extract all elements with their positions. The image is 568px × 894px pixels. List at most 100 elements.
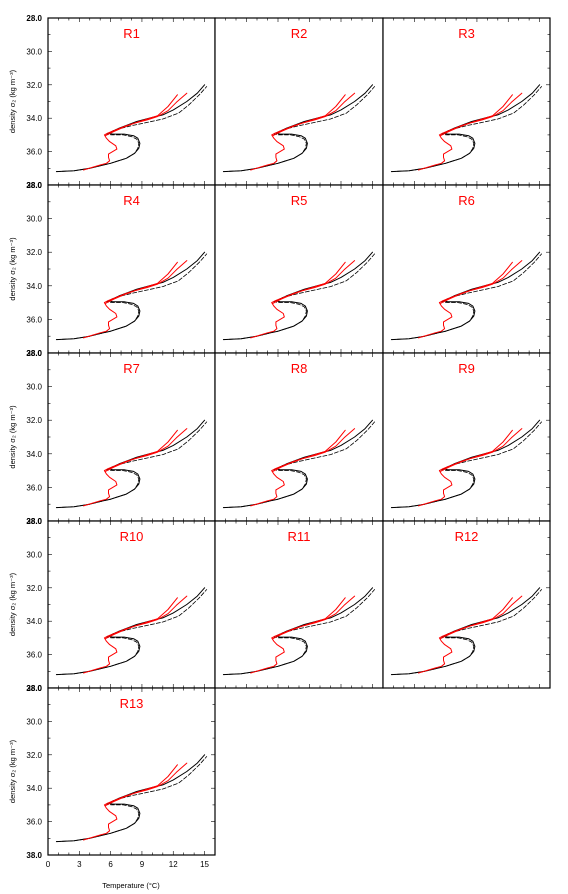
x-tick-label: 6 — [108, 860, 113, 869]
y-tick-label: 32.0 — [26, 416, 42, 425]
series-line-1 — [55, 754, 206, 843]
series-line-4 — [104, 92, 188, 137]
series-line-1 — [222, 419, 373, 509]
panel-r5: R5 — [214, 184, 384, 354]
series-line-2 — [56, 86, 208, 173]
series-line-3 — [83, 94, 178, 171]
series-line-3 — [83, 764, 178, 841]
series-line-4 — [104, 260, 188, 304]
series-line-4 — [272, 428, 356, 472]
series-line-2 — [390, 589, 542, 675]
series-line-1 — [390, 84, 541, 173]
series-line-2 — [56, 253, 208, 341]
y-tick-label: 36.0 — [26, 315, 42, 324]
panel-title: R5 — [291, 193, 308, 208]
y-axis-label: density σ₂ (kg m⁻³) — [8, 69, 17, 133]
y-tick-label: 30.0 — [26, 717, 42, 726]
panel-frame — [47, 184, 216, 354]
series-line-2 — [390, 86, 542, 173]
series-line-2 — [56, 589, 208, 675]
series-line-3 — [250, 429, 346, 507]
y-axis-label: density σ₂ (kg m⁻³) — [8, 405, 17, 469]
panel-r10: 28.0 30.0 32.0 34.0 36.0 38.0 density σ₂ (kg m… — [8, 517, 216, 693]
y-tick-label: 36.0 — [26, 818, 42, 827]
panel-frame — [214, 184, 384, 354]
panel-r13: 28.0 30.0 32.0 34.0 36.0 38.0 density σ₂ (kg m… — [8, 684, 216, 869]
series-line-1 — [390, 419, 541, 509]
y-tick-label: 38.0 — [26, 517, 42, 526]
y-axis-label: density σ₂ (kg m⁻³) — [8, 572, 17, 636]
y-tick-label: 34.0 — [26, 282, 42, 291]
series-line-1 — [222, 587, 373, 676]
series-line-2 — [56, 756, 208, 842]
panel-frame — [214, 352, 384, 522]
series-line-4 — [439, 595, 523, 640]
panel-r9: R9 — [382, 352, 551, 522]
series-line-1 — [222, 84, 373, 173]
y-tick-label: 30.0 — [26, 215, 42, 224]
series-line-4 — [104, 762, 188, 807]
y-tick-label: 38.0 — [26, 181, 42, 190]
series-line-4 — [439, 428, 523, 472]
series-line-4 — [439, 260, 523, 304]
y-tick-label: 32.0 — [26, 81, 42, 90]
x-tick-label: 12 — [169, 860, 178, 869]
series-line-4 — [272, 595, 356, 640]
panel-title: R13 — [120, 696, 144, 711]
y-tick-label: 36.0 — [26, 148, 42, 157]
series-line-3 — [418, 94, 513, 171]
series-line-1 — [390, 587, 541, 676]
panel-title: R9 — [458, 361, 475, 376]
panel-title: R3 — [458, 26, 475, 41]
y-axis-label: density σ₂ (kg m⁻³) — [8, 739, 17, 803]
series-line-4 — [104, 595, 188, 640]
series-line-2 — [222, 253, 376, 341]
panel-r1: 28.0 30.0 32.0 34.0 36.0 38.0 density σ₂ (kg m… — [8, 14, 216, 190]
y-tick-label: 38.0 — [26, 349, 42, 358]
panel-frame — [382, 17, 551, 186]
y-tick-label: 36.0 — [26, 483, 42, 492]
series-line-2 — [390, 421, 542, 509]
panel-r6: R6 — [382, 184, 551, 354]
panel-frame — [382, 352, 551, 522]
panel-title: R8 — [291, 361, 308, 376]
y-tick-label: 34.0 — [26, 450, 42, 459]
series-line-2 — [222, 589, 376, 675]
x-axis-label: Temperature (°C) — [102, 881, 160, 890]
y-tick-label: 32.0 — [26, 584, 42, 593]
series-line-1 — [222, 251, 373, 341]
series-line-3 — [250, 597, 346, 674]
panel-title: R6 — [458, 193, 475, 208]
x-tick-label: 9 — [140, 860, 145, 869]
panels-layer: 28.0 30.0 32.0 34.0 36.0 38.0 density σ₂ (kg m… — [8, 14, 551, 869]
y-tick-label: 34.0 — [26, 617, 42, 626]
series-line-2 — [222, 86, 376, 173]
panel-r7: 28.0 30.0 32.0 34.0 36.0 38.0 density σ₂ (kg m… — [8, 349, 216, 526]
y-tick-label: 34.0 — [26, 114, 42, 123]
series-line-4 — [439, 92, 523, 137]
y-tick-label: 28.0 — [26, 684, 42, 693]
series-line-3 — [418, 429, 513, 507]
panel-title: R1 — [123, 26, 140, 41]
series-line-3 — [418, 597, 513, 674]
panel-title: R2 — [291, 26, 308, 41]
panel-frame — [47, 687, 216, 856]
series-line-1 — [55, 251, 206, 341]
panel-title: R7 — [123, 361, 140, 376]
panel-r12: R12 — [382, 520, 551, 689]
panel-frame — [382, 520, 551, 689]
series-line-4 — [104, 428, 188, 472]
series-line-2 — [222, 421, 376, 509]
y-tick-label: 30.0 — [26, 550, 42, 559]
panel-r3: R3 — [382, 17, 551, 186]
x-tick-label: 3 — [77, 860, 82, 869]
panel-r11: R11 — [214, 520, 384, 689]
y-tick-label: 28.0 — [26, 181, 42, 190]
y-tick-label: 30.0 — [26, 47, 42, 56]
panel-frame — [214, 520, 384, 689]
panel-frame — [47, 520, 216, 689]
series-line-3 — [83, 261, 178, 339]
panel-title: R4 — [123, 193, 140, 208]
series-line-3 — [83, 429, 178, 507]
